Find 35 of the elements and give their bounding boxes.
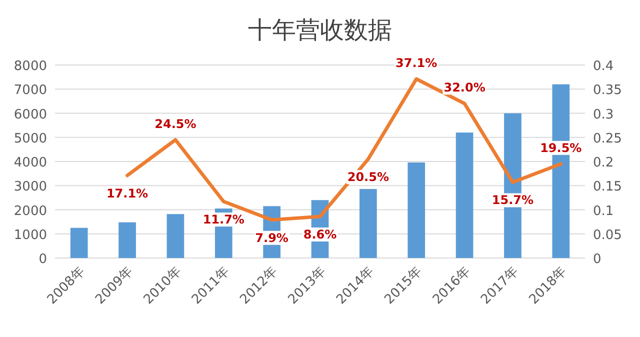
data-label: 24.5%	[154, 116, 196, 131]
y2-tick-label: 0.4	[593, 59, 614, 74]
data-label: 17.1%	[106, 186, 148, 200]
y-tick-label: 2000	[14, 204, 47, 219]
y-tick-label: 7000	[14, 83, 47, 98]
bar	[118, 222, 136, 258]
data-label: 7.9%	[255, 230, 288, 245]
data-label: 8.6%	[303, 228, 337, 242]
y2-tick-label: 0	[593, 252, 602, 267]
y2-tick-label: 0.35	[593, 83, 622, 98]
y-tick-label: 6000	[14, 107, 47, 122]
y2-tick-label: 0.15	[593, 180, 622, 195]
y-tick-label: 5000	[14, 131, 47, 146]
bar	[166, 214, 184, 258]
bar	[456, 132, 474, 258]
y2-tick-label: 0.05	[593, 228, 622, 243]
y2-tick-label: 0.2	[593, 156, 614, 170]
data-label: 20.5%	[347, 170, 389, 184]
data-label: 19.5%	[540, 140, 582, 155]
y2-tick-label: 0.25	[593, 131, 622, 146]
bar	[360, 189, 377, 258]
y2-tick-label: 0.3	[593, 107, 614, 122]
y2-tick-label: 0.1	[593, 204, 614, 219]
data-label: 32.0%	[444, 80, 486, 95]
y-tick-label: 1000	[14, 228, 47, 243]
data-label: 37.1%	[396, 56, 438, 70]
data-label: 15.7%	[492, 193, 534, 208]
bar	[70, 228, 88, 258]
y-tick-label: 3000	[14, 180, 47, 195]
data-label: 11.7%	[202, 212, 244, 227]
bar	[408, 162, 426, 258]
y-tick-label: 0	[38, 252, 47, 267]
y-tick-label: 4000	[14, 156, 47, 170]
chart-title: 十年营收数据	[248, 16, 392, 44]
y-tick-label: 8000	[14, 59, 47, 74]
